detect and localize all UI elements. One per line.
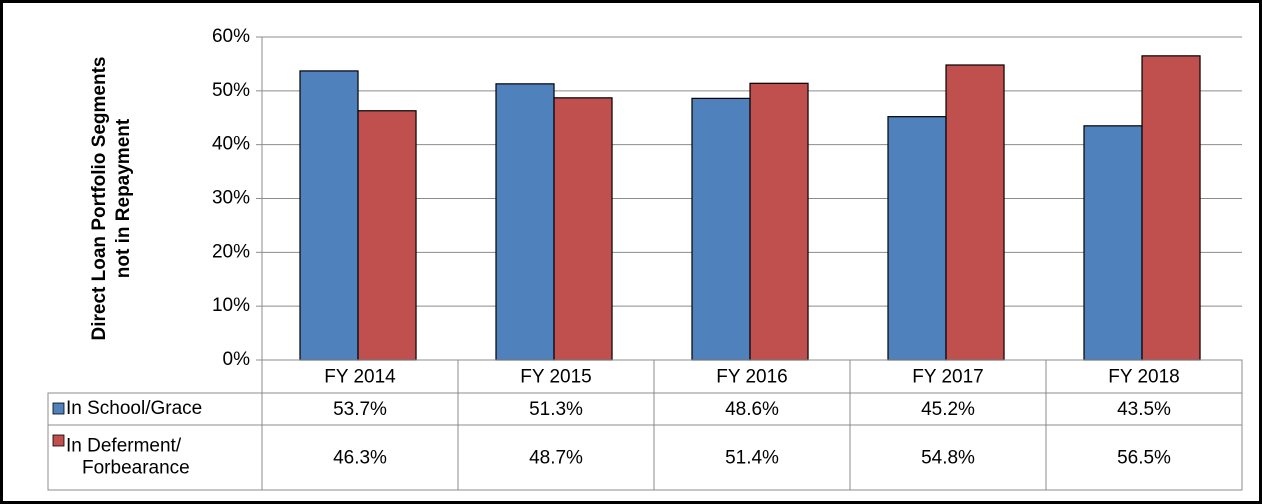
y-axis-label: Direct Loan Portfolio Segments — [89, 57, 110, 341]
bar — [1141, 55, 1201, 361]
bar — [945, 64, 1005, 361]
x-tick-label: FY 2018 — [1108, 367, 1179, 388]
data-label: 53.7% — [333, 399, 387, 420]
y-tick-label: 50% — [212, 80, 250, 101]
data-label: 51.3% — [529, 399, 583, 420]
data-label: 46.3% — [333, 448, 387, 469]
x-tick-label: FY 2015 — [520, 367, 591, 388]
bar — [357, 110, 417, 361]
x-tick-label: FY 2014 — [324, 367, 396, 388]
legend-marker — [52, 434, 65, 447]
y-tick-label: 30% — [212, 188, 250, 209]
legend-label: In School/Grace — [66, 398, 202, 419]
data-label: 51.4% — [725, 448, 779, 469]
bar — [691, 97, 751, 361]
y-tick-label: 40% — [212, 134, 250, 155]
bar — [495, 83, 555, 361]
data-label: 45.2% — [921, 399, 975, 420]
y-tick-label: 60% — [212, 26, 250, 47]
bar — [887, 116, 947, 361]
y-axis-label: not in Repayment — [113, 118, 134, 278]
bar — [749, 82, 809, 361]
data-label: 48.6% — [725, 399, 779, 420]
table-border — [47, 392, 1243, 491]
y-tick-label: 20% — [212, 241, 250, 262]
y-tick-label: 0% — [223, 349, 251, 370]
bar — [299, 70, 359, 361]
x-tick-label: FY 2016 — [716, 367, 787, 388]
bar — [1083, 125, 1143, 361]
legend-marker — [52, 402, 65, 415]
bar — [553, 97, 613, 361]
legend-label: In Deferment/Forbearance — [66, 436, 190, 479]
y-tick-label: 10% — [212, 295, 250, 316]
data-label: 56.5% — [1117, 448, 1171, 469]
data-label: 48.7% — [529, 448, 583, 469]
x-tick-label: FY 2017 — [912, 367, 983, 388]
data-label: 54.8% — [921, 448, 975, 469]
data-label: 43.5% — [1117, 399, 1171, 420]
